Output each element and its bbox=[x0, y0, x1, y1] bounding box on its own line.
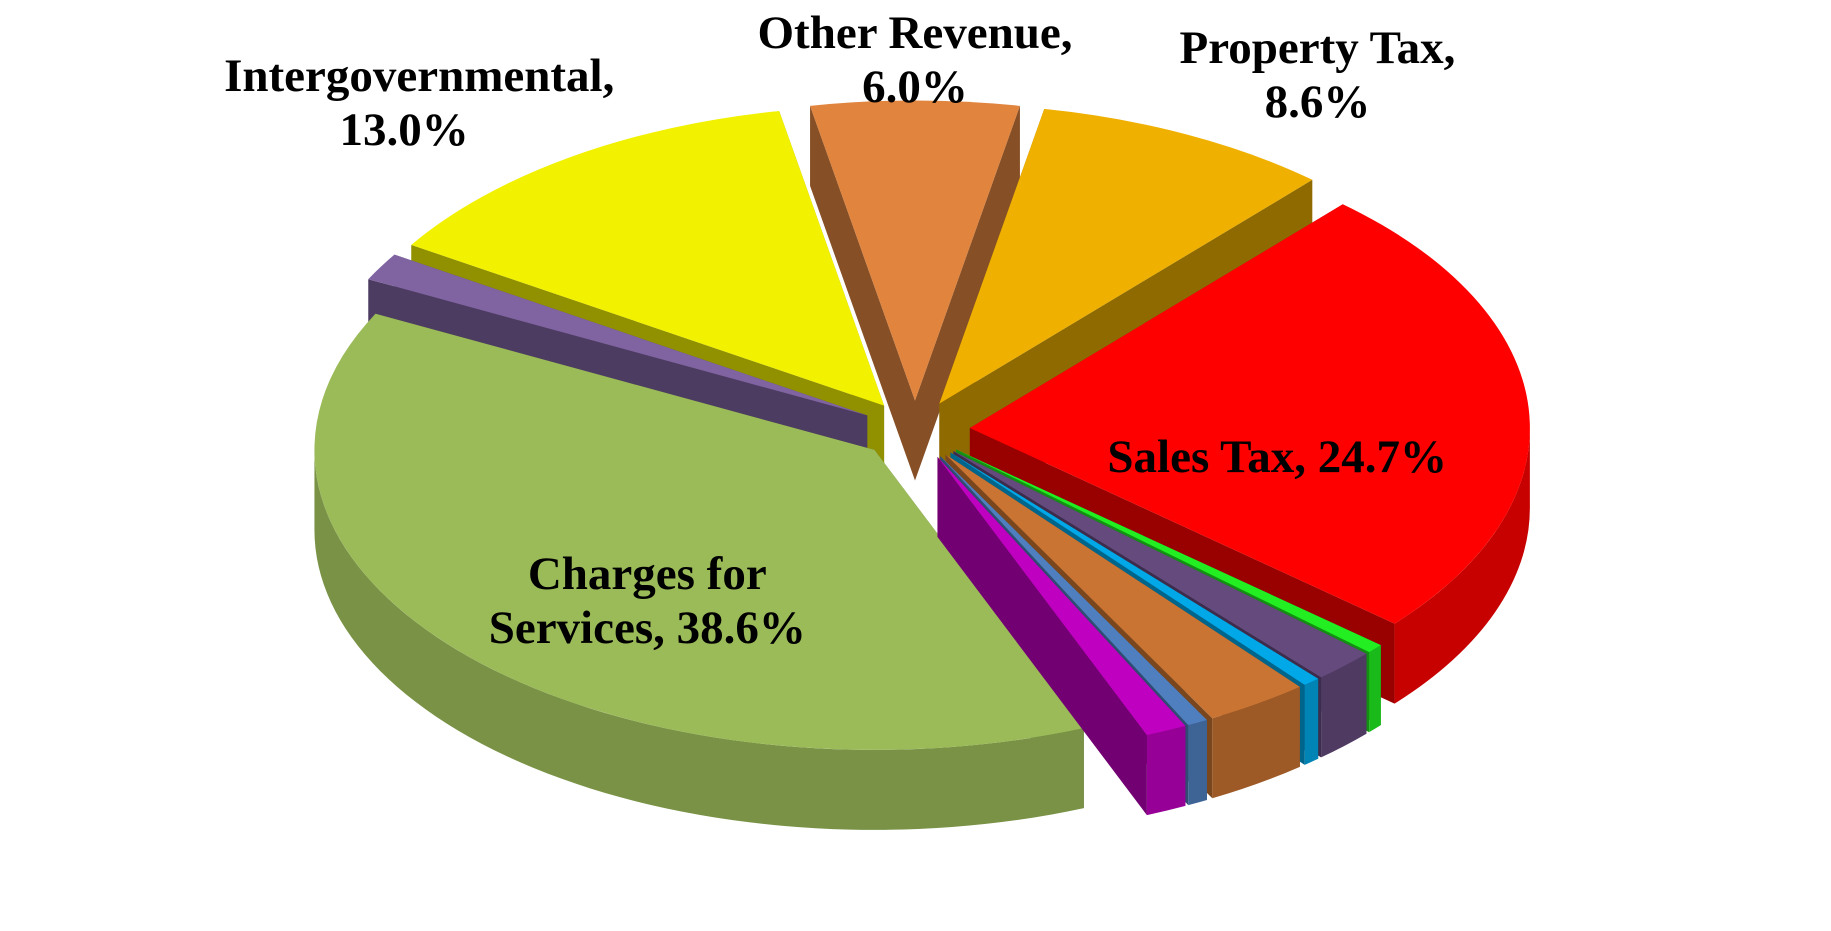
slice-value: 38.6% bbox=[676, 602, 806, 655]
slice-label: Intergovernmental, 13.0% bbox=[224, 49, 614, 157]
slice-rim bbox=[314, 449, 1084, 830]
pie-slice bbox=[937, 456, 1186, 736]
pie-slice bbox=[939, 108, 1313, 404]
slice-category: Charges for Services, bbox=[488, 548, 767, 655]
slice-rim bbox=[1146, 725, 1186, 816]
slice-rim bbox=[1394, 428, 1530, 704]
slice-rim bbox=[1369, 645, 1381, 733]
slice-rim bbox=[1321, 653, 1367, 758]
slice-value: 24.7% bbox=[1317, 431, 1447, 484]
pie-slice bbox=[368, 254, 868, 416]
pie-slice bbox=[950, 452, 1319, 685]
slice-side bbox=[937, 456, 1147, 816]
slice-category: Other Revenue, bbox=[757, 6, 1073, 59]
slice-rim bbox=[1188, 719, 1207, 806]
pie-slice bbox=[945, 454, 1300, 719]
slice-side bbox=[915, 105, 1020, 481]
pie-slice bbox=[411, 110, 885, 406]
slice-rim bbox=[1304, 678, 1319, 765]
slice-side bbox=[810, 105, 915, 481]
slice-rim bbox=[1212, 686, 1300, 799]
slice-value: 13.0% bbox=[339, 103, 469, 156]
slice-category: Sales Tax, bbox=[1107, 431, 1306, 484]
pie-slice bbox=[953, 451, 1367, 678]
slice-value: 6.0% bbox=[862, 61, 968, 113]
pie-slice bbox=[940, 456, 1207, 726]
slice-label: Other Revenue, 6.0% bbox=[735, 6, 1095, 114]
pie-slice bbox=[314, 313, 1084, 750]
slice-category: Intergovernmental, bbox=[224, 49, 615, 102]
pie-slice bbox=[810, 100, 1020, 401]
pie-slice bbox=[969, 204, 1530, 624]
pie-slice bbox=[956, 449, 1381, 653]
slice-label: Property Tax, 8.6% bbox=[1137, 21, 1497, 129]
slice-label: Charges for Services, 38.6% bbox=[467, 547, 827, 655]
slice-category: Property Tax, bbox=[1179, 22, 1456, 75]
slice-value: 8.6% bbox=[1264, 76, 1371, 129]
slice-label: Sales Tax, 24.7% bbox=[1097, 430, 1457, 484]
